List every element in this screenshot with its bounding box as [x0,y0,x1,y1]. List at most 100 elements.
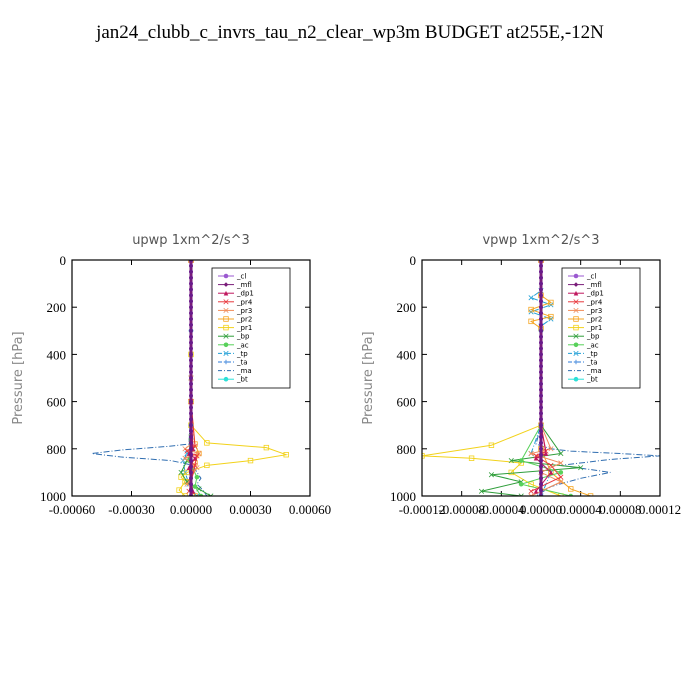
data-point [539,405,543,410]
x-tick-label: -0.00030 [108,502,155,517]
data-point [528,493,534,496]
legend-label: _ma [236,367,252,375]
data-point [539,458,543,463]
data-point [539,269,543,274]
data-point [189,423,193,428]
data-point [528,450,534,457]
data-point [488,472,494,478]
data-point [573,324,579,331]
x-tick-label: 0.00000 [170,502,212,517]
legend-label: _mfl [586,281,602,289]
data-point [204,440,210,446]
y-tick-label: 0 [60,253,67,268]
x-tick-label: -0.00012 [399,502,446,517]
data-point [223,273,229,279]
data-point [189,269,193,274]
data-point [573,282,579,287]
data-point [189,470,193,475]
series-group [422,260,660,496]
legend-label: _mfl [236,281,252,289]
data-point [573,316,579,322]
legend-label: _dp1 [236,290,254,298]
chart-panel-upwp: upwp 1xm^2/s^3 Pressure [hPa] 0 200 400 600 80… [11,233,331,517]
data-point [478,488,485,494]
data-point [587,493,594,496]
data-point [539,317,543,321]
y-tick-label: 800 [397,442,417,457]
page-title: jan24_clubb_c_invrs_tau_n2_clear_wp3m BU… [96,22,604,43]
legend: _cl_mfl_dp1_pr4_pr3_pr2_pr1_bp_ac_tp_ta_… [561,267,641,389]
data-point [539,452,543,457]
data-point [539,411,543,416]
x-tick-label: 0.00000 [520,502,562,517]
data-point [189,440,193,445]
data-point [189,387,193,392]
data-point [578,465,584,471]
data-point [189,299,193,304]
data-point [189,458,193,463]
x-tick-label: -0.00060 [49,502,96,517]
data-point [518,458,524,463]
data-point [189,429,193,434]
legend-label: _tp [236,350,248,358]
data-point [518,493,524,496]
x-tick-label: 0.00004 [560,502,603,517]
data-point [508,458,514,464]
panel-title: upwp 1xm^2/s^3 [132,233,250,248]
data-point [539,423,543,428]
data-point [223,350,229,356]
data-point [539,476,543,481]
data-point [192,462,198,468]
data-point [539,281,543,286]
data-point [539,393,543,398]
data-point [539,446,543,451]
legend-label: _pr4 [236,298,253,306]
data-point [468,455,475,461]
data-point [189,411,193,416]
y-tick-label: 1000 [40,489,66,504]
data-point [182,455,188,461]
data-point [263,444,270,451]
legend-label: _pr3 [586,307,602,315]
data-point [178,474,184,480]
data-point [539,322,543,327]
data-point [208,493,214,496]
data-point [533,488,539,494]
data-point [558,450,564,457]
data-point [189,452,193,457]
data-point [539,299,543,304]
data-point [573,307,579,313]
data-point [518,481,524,487]
data-point [223,299,229,305]
data-point [528,318,534,325]
data-point [573,376,579,382]
panel-title: vpwp 1xm^2/s^3 [482,233,599,248]
data-point [558,474,564,480]
data-point [539,470,543,475]
data-point [573,290,579,296]
data-point [539,311,543,316]
chart-panel-vpwp: vpwp 1xm^2/s^3 Pressure [hPa] 0 200 400 600 80… [361,233,681,517]
data-point [508,469,514,476]
x-tick-label: 0.00060 [289,502,331,517]
y-tick-label: 600 [47,395,67,410]
data-point [189,263,193,268]
series-line-pr2 [529,260,591,496]
data-point [223,324,229,331]
data-point [539,346,543,351]
legend-label: _cl [236,273,246,281]
data-point [189,317,193,321]
data-point [189,287,193,292]
data-point [223,376,229,382]
data-point [189,405,193,410]
data-point [573,273,579,279]
data-point [189,435,193,439]
data-point [223,316,229,322]
x-tick-label: 0.00030 [229,502,271,517]
data-point [539,263,543,268]
data-point [189,488,193,493]
data-point [189,381,193,386]
legend-label: _ta [236,359,248,367]
data-point [189,399,193,404]
plot-frame [421,259,661,497]
